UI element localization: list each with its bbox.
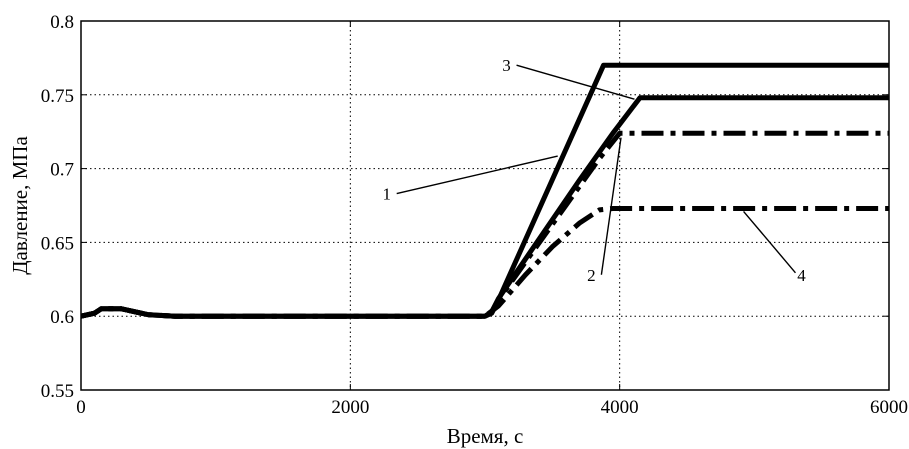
x-axis-label: Время, с — [447, 424, 524, 448]
annotation-label-2: 2 — [587, 266, 596, 285]
series-line-2 — [81, 133, 889, 316]
y-tick-label: 0.6 — [50, 307, 74, 328]
annotation-label-4: 4 — [797, 266, 806, 285]
y-tick-label: 0.8 — [50, 12, 74, 33]
y-axis-label: Давление, МПа — [8, 136, 32, 275]
annotation-leader-1 — [397, 156, 558, 194]
y-tick-label: 0.7 — [50, 160, 74, 181]
plot-frame — [81, 21, 889, 390]
series-line-4 — [81, 209, 889, 317]
grid-lines — [81, 21, 889, 390]
x-tick-label: 4000 — [601, 397, 639, 418]
annotation-leader-3 — [517, 65, 635, 99]
series-lines — [81, 65, 889, 316]
series-line-1 — [81, 65, 889, 316]
annotation-label-3: 3 — [502, 56, 511, 75]
y-tick-label: 0.65 — [41, 233, 74, 254]
axis-ticks: 0 2000 4000 6000 0.55 0.6 0.65 0.7 0.75 0.8 — [41, 12, 908, 418]
x-tick-label: 2000 — [331, 397, 369, 418]
annotation-label-1: 1 — [382, 185, 391, 204]
series-line-3 — [81, 98, 889, 316]
y-tick-label: 0.55 — [41, 381, 74, 402]
y-tick-label: 0.75 — [41, 86, 74, 107]
x-tick-label: 6000 — [870, 397, 908, 418]
x-tick-label: 0 — [76, 397, 86, 418]
